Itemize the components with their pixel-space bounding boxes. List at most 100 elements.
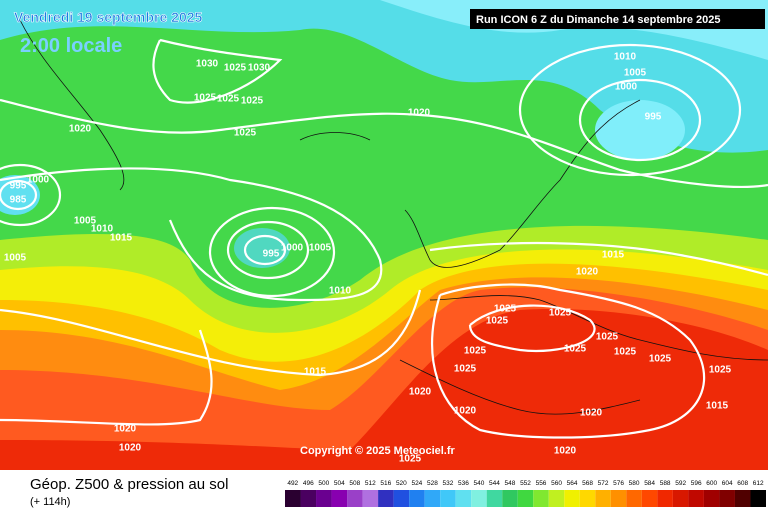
legend-swatch: [688, 490, 704, 507]
legend-label: 532: [442, 480, 453, 487]
legend-swatch: [734, 490, 751, 507]
isobar-label: 1015: [602, 250, 625, 261]
legend-swatch: [657, 490, 673, 507]
legend-label: 560: [551, 480, 562, 487]
legend-swatch: [595, 490, 611, 507]
legend-label: 568: [582, 480, 593, 487]
isobar-label: 1025: [217, 94, 240, 105]
legend-swatch: [393, 490, 410, 507]
legend-swatch: [517, 490, 534, 507]
isobar-label: 1015: [304, 367, 327, 378]
isobar: [0, 289, 422, 377]
isobar-label: 1020: [409, 387, 432, 398]
isobar-label: 1025: [709, 365, 732, 376]
legend-label: 528: [427, 480, 438, 487]
isobar-label: 1025: [564, 344, 587, 355]
isobar-label: 1020: [454, 406, 477, 417]
legend-swatch: [626, 490, 642, 507]
legend-label: 508: [349, 480, 360, 487]
legend-label: 524: [411, 480, 422, 487]
isobar-label: 1020: [554, 446, 577, 457]
isobar-label: 1025: [234, 128, 257, 139]
legend-swatch: [285, 490, 301, 507]
legend-label: 588: [660, 480, 671, 487]
legend-swatch: [641, 490, 658, 507]
legend-label: 608: [737, 480, 748, 487]
isobar-label: 1030: [248, 63, 271, 74]
legend-swatch: [672, 490, 689, 507]
run-box: [470, 9, 765, 29]
isobar-label: 1025: [464, 346, 487, 357]
isobar: [518, 43, 742, 177]
footer-title: Géop. Z500 & pression au sol: [30, 476, 228, 493]
isobar-label: 1025: [399, 454, 422, 465]
isobar-label: 1000: [615, 82, 638, 93]
isobar: [0, 329, 213, 426]
isobar: [0, 167, 383, 302]
legend-swatch: [471, 490, 487, 507]
isobar-label: 995: [10, 181, 27, 192]
legend-swatch: [502, 490, 518, 507]
forecast-time: 2:00 locale: [20, 35, 122, 57]
isobar-label: 1000: [27, 175, 50, 186]
legend-swatch: [719, 490, 735, 507]
legend-label: 512: [365, 480, 376, 487]
legend-swatch: [331, 490, 348, 507]
band-red: [0, 309, 768, 470]
isobar: [0, 179, 38, 211]
isobar-label: 1025: [454, 364, 477, 375]
legend-swatch: [579, 490, 596, 507]
isobar-label: 1005: [624, 68, 647, 79]
legend-label: 540: [474, 480, 485, 487]
legend-label: 504: [334, 480, 345, 487]
isobar-label: 1005: [309, 243, 332, 254]
isobar: [468, 304, 596, 352]
legend-swatch: [424, 490, 441, 507]
isobar-label: 1020: [114, 424, 137, 435]
isobars: [0, 38, 768, 439]
legend-swatch: [564, 490, 580, 507]
coastline: [299, 132, 371, 141]
legend-swatch: [378, 490, 394, 507]
isobar: [243, 234, 287, 266]
isobar-label: 1025: [649, 354, 672, 365]
isobar-label: 995: [263, 249, 280, 260]
band-cyan: [0, 0, 768, 153]
isobar: [208, 206, 336, 298]
isobar-label: 1020: [576, 267, 599, 278]
legend-swatch: [455, 490, 472, 507]
legend-label: 520: [396, 480, 407, 487]
isobar-label: 1025: [614, 347, 637, 358]
isobar-label: 1005: [4, 253, 27, 264]
legend-swatch: [548, 490, 565, 507]
isobar: [0, 98, 768, 188]
legend-label: 496: [303, 480, 314, 487]
isobar-label: 1025: [486, 316, 509, 327]
legend-swatch: [440, 490, 456, 507]
legend-label: 600: [706, 480, 717, 487]
legend: 492 496 500 504 508 512 516 520 524 528 532 536 540 5…: [285, 480, 766, 507]
isobar-label: 1020: [408, 108, 431, 119]
legend-label: 612: [753, 480, 764, 487]
isobar-label: 1020: [69, 124, 92, 135]
isobar: [226, 220, 310, 280]
isobar-label: 1025: [224, 63, 247, 74]
isobar: [431, 283, 706, 439]
coastline: [19, 19, 125, 191]
legend-label: 552: [520, 480, 531, 487]
isobar-label: 1025: [549, 308, 572, 319]
legend-label: 544: [489, 480, 500, 487]
legend-label: 580: [629, 480, 640, 487]
legend-label: 604: [722, 480, 733, 487]
legend-swatch: [300, 490, 317, 507]
legend-label: 576: [613, 480, 624, 487]
isobar-label: 1025: [494, 304, 517, 315]
isobar-label: 1020: [580, 408, 603, 419]
isobar-label: 1005: [74, 216, 97, 227]
copyright: Copyright © 2025 Meteociel.fr: [300, 445, 456, 457]
isobar-label: 1025: [596, 332, 619, 343]
legend-label: 596: [691, 480, 702, 487]
isobar: [429, 241, 768, 277]
